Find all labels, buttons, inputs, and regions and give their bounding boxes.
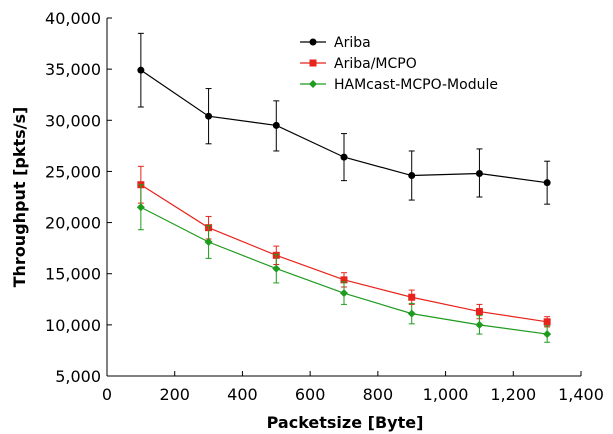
y-tick-label: 20,000 (45, 214, 101, 233)
y-tick-label: 15,000 (45, 265, 101, 284)
data-point (475, 320, 484, 329)
x-tick-label: 200 (159, 385, 190, 404)
plot-series (136, 32, 552, 343)
y-tick-label: 25,000 (45, 162, 101, 181)
x-tick-label: 1,400 (558, 385, 604, 404)
data-point (475, 169, 483, 177)
data-point (272, 264, 281, 273)
legend-marker (309, 59, 317, 67)
legend-label: Ariba/MCPO (334, 56, 417, 72)
x-axis-ticks: 0 200 400 600 800 1,000 1,200 1,400 (102, 371, 604, 404)
series-0 (137, 32, 551, 205)
data-point (408, 172, 416, 180)
data-point (340, 153, 348, 161)
data-point (137, 66, 145, 74)
data-point (408, 293, 416, 301)
legend-item: Ariba (300, 35, 371, 51)
legend-item: Ariba/MCPO (300, 56, 417, 72)
y-tick-label: 35,000 (45, 60, 101, 79)
data-point (543, 179, 551, 187)
x-axis-title: Packetsize [Byte] (267, 413, 424, 432)
legend-label: Ariba (334, 35, 371, 51)
x-tick-label: 400 (227, 385, 258, 404)
legend-label: HAMcast-MCPO-Module (334, 77, 498, 93)
x-tick-label: 800 (363, 385, 394, 404)
data-point (204, 238, 213, 247)
legend: Ariba Ariba/MCPO HAMcast-MCPO-Module (300, 35, 498, 93)
data-point (543, 318, 551, 326)
data-point (205, 112, 213, 120)
axes (106, 18, 581, 377)
y-tick-label: 5,000 (55, 367, 101, 386)
y-tick-label: 40,000 (45, 9, 101, 28)
legend-marker (309, 38, 317, 46)
y-tick-label: 10,000 (45, 316, 101, 335)
series-2 (136, 184, 552, 343)
x-tick-label: 600 (295, 385, 326, 404)
legend-item: HAMcast-MCPO-Module (300, 77, 498, 93)
x-tick-label: 1,200 (490, 385, 536, 404)
x-tick-label: 1,000 (423, 385, 469, 404)
y-tick-label: 30,000 (45, 111, 101, 130)
series-line (140, 206, 548, 335)
data-point (272, 121, 280, 129)
y-axis-title: Throughput [pkts/s] (10, 107, 29, 288)
data-point (340, 289, 348, 298)
y-axis-ticks: 5,000 10,000 15,000 20,000 25,000 30,000 35,00… (45, 9, 112, 386)
data-point (136, 203, 145, 212)
legend-marker (309, 80, 317, 88)
data-point (475, 308, 483, 316)
data-point (340, 276, 348, 284)
data-point (543, 330, 552, 339)
data-point (407, 309, 416, 318)
x-tick-label: 0 (102, 385, 112, 404)
